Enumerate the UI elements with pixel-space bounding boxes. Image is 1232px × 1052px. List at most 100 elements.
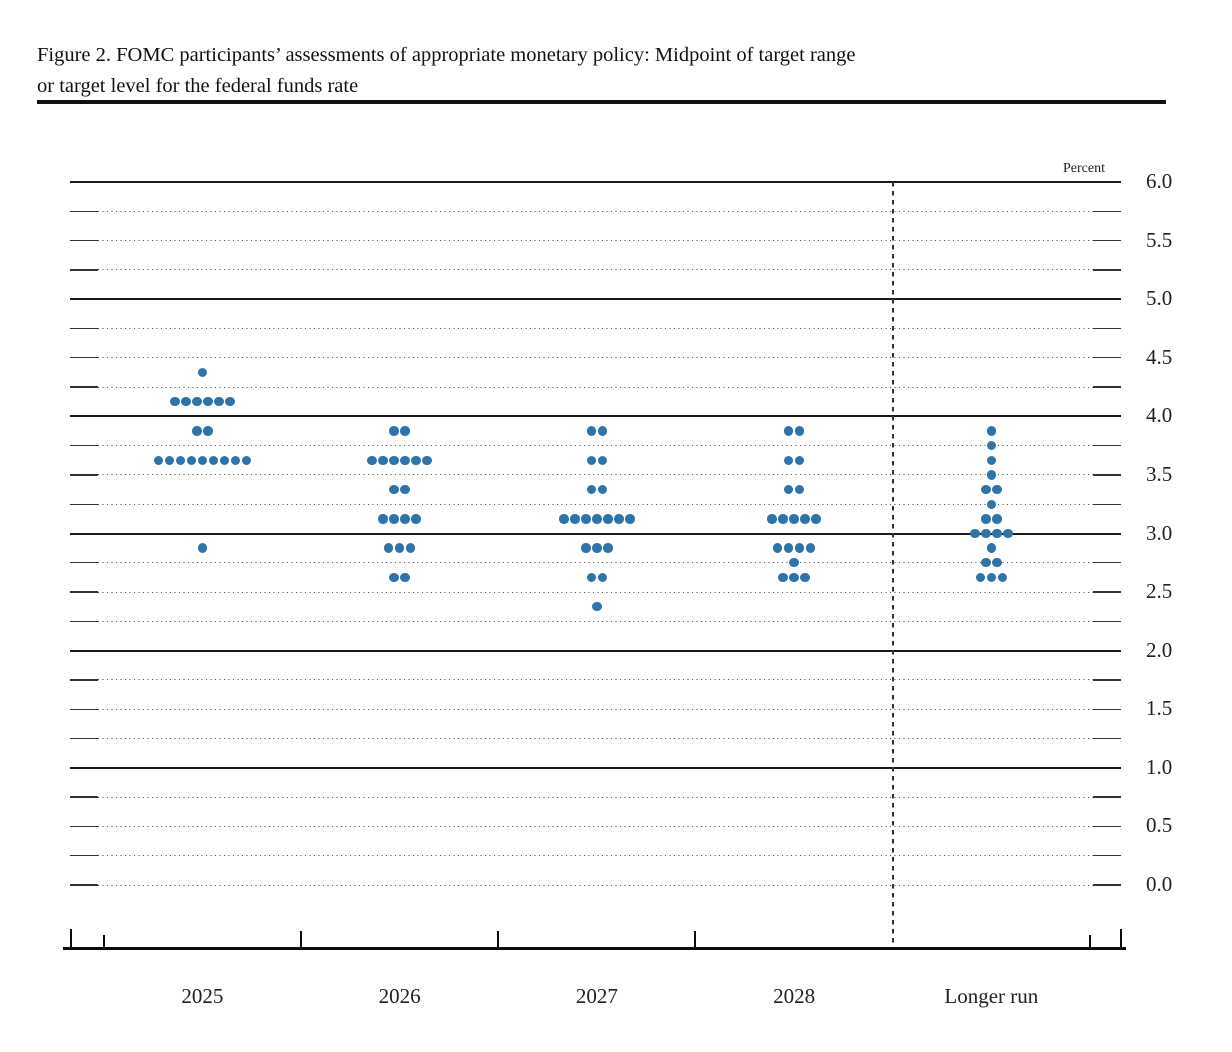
y-tick-label: 1.0 (1146, 754, 1173, 779)
y-tick-label: 4.0 (1146, 403, 1173, 428)
participant-dot (586, 484, 597, 495)
gridline-dotted (98, 825, 1093, 827)
participant-dot (767, 514, 777, 524)
gridline-right-tick (1093, 855, 1121, 857)
x-axis-section-tick (299, 931, 302, 948)
participant-dot (603, 543, 613, 553)
gridline-right-tick (1093, 239, 1121, 242)
gridline-right-tick (1093, 210, 1121, 212)
participant-dot (772, 543, 783, 553)
participant-dot (794, 426, 805, 436)
participant-dot (992, 484, 1002, 495)
title-divider-rule (37, 100, 1166, 104)
participant-dot (783, 484, 794, 495)
participant-dot (986, 455, 997, 465)
y-tick-label: 1.5 (1146, 696, 1173, 721)
participant-dot (811, 514, 821, 524)
gridline-left-tick (70, 444, 98, 447)
participant-dot (981, 558, 991, 568)
figure-title: Figure 2. FOMC participants’ assessments… (37, 40, 1177, 102)
participant-dot (383, 543, 394, 553)
participant-dot (389, 514, 399, 524)
participant-dot (197, 543, 208, 553)
percent-axis-unit-label: Percent (1063, 161, 1105, 176)
gridline-solid (70, 532, 1121, 535)
gridline-right-tick (1093, 386, 1121, 388)
participant-dot (219, 455, 230, 465)
gridline-right-tick (1093, 796, 1121, 798)
participant-dot (153, 455, 164, 465)
participant-dot (241, 455, 252, 465)
gridline-left-tick (70, 503, 98, 505)
gridline-solid (70, 766, 1121, 769)
gridline-solid (70, 415, 1121, 418)
participant-dot (981, 484, 991, 495)
participant-dot (783, 455, 794, 465)
gridline-dotted (98, 738, 1093, 740)
participant-dot (986, 572, 997, 583)
participant-dot (986, 499, 997, 509)
gridline-right-tick (1093, 737, 1121, 740)
gridline-left-tick (70, 386, 98, 388)
gridline-dotted (98, 884, 1093, 886)
gridline-left-tick (70, 474, 98, 476)
gridline-left-tick (70, 562, 98, 564)
gridline-left-tick (70, 591, 98, 593)
y-tick-label: 6.0 (1146, 169, 1173, 193)
gridline-left-tick (70, 737, 98, 740)
participant-dot (170, 396, 180, 407)
gridline-left-tick (70, 210, 98, 212)
participant-dot (603, 514, 613, 524)
x-axis-line (63, 946, 1126, 950)
participant-dot (981, 514, 991, 524)
x-category-label: 2028 (773, 984, 816, 1008)
participant-dot (597, 455, 608, 465)
participant-dot (411, 514, 421, 524)
gridline-right-tick (1093, 591, 1121, 593)
participant-dot (164, 455, 175, 465)
participant-dot (181, 396, 191, 407)
participant-dot (570, 514, 580, 524)
gridline-solid (70, 649, 1121, 652)
y-tick-label: 5.5 (1146, 227, 1173, 252)
gridline-left-tick (70, 327, 98, 330)
participant-dot (597, 572, 608, 583)
y-tick-label: 4.5 (1146, 344, 1173, 369)
gridline-dotted (98, 357, 1093, 359)
gridline-right-tick (1093, 708, 1121, 710)
participant-dot (789, 572, 799, 583)
gridline-right-tick (1093, 503, 1121, 505)
participant-dot (203, 426, 213, 436)
participant-dot (794, 455, 805, 465)
gridline-left-tick (70, 825, 98, 828)
participant-dot (214, 396, 224, 407)
participant-dot (789, 558, 799, 568)
participant-dot (975, 572, 986, 583)
participant-dot (778, 514, 788, 524)
participant-dot (783, 426, 794, 436)
gridline-dotted (98, 708, 1093, 710)
y-tick-label: 0.5 (1146, 813, 1173, 838)
participant-dot (992, 558, 1002, 568)
longer-run-separator (891, 182, 894, 948)
gridline-dotted (98, 679, 1093, 681)
gridline-dotted (98, 591, 1093, 593)
gridline-right-tick (1093, 357, 1121, 359)
gridline-dotted (98, 796, 1093, 798)
participant-dot (586, 572, 597, 583)
x-category-label: 2027 (575, 984, 618, 1008)
participant-dot (625, 514, 635, 524)
participant-dot (970, 528, 980, 539)
gridline-dotted (98, 210, 1093, 212)
gridline-dotted (98, 386, 1093, 388)
participant-dot (378, 455, 388, 465)
x-axis-corner-tick (69, 929, 72, 948)
participant-dot (389, 484, 399, 495)
gridline-right-tick (1093, 474, 1121, 476)
participant-dot (614, 514, 624, 524)
participant-dot (597, 484, 608, 495)
participant-dot (800, 572, 810, 583)
participant-dot (400, 426, 410, 436)
participant-dot (992, 514, 1002, 524)
